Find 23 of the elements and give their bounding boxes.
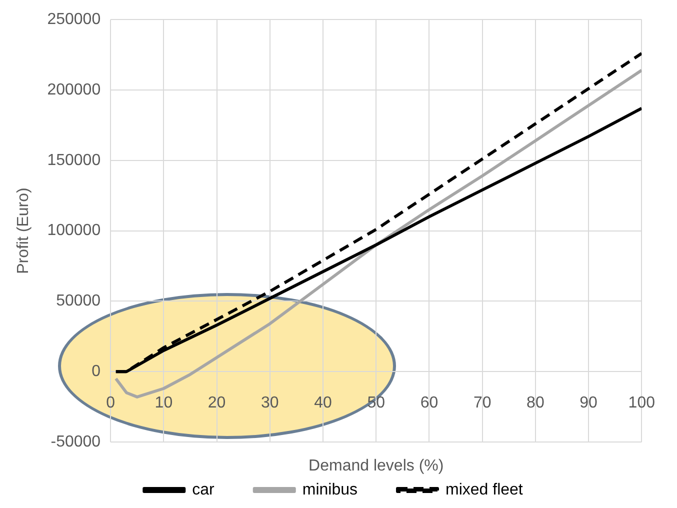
y-tick-label: 0 [92, 363, 101, 380]
x-tick-label: 60 [420, 394, 438, 412]
x-tick-label: 80 [526, 394, 544, 412]
y-tick-label: 250000 [47, 11, 101, 28]
x-tick-label: 90 [580, 394, 598, 412]
x-tick-label: 30 [261, 394, 279, 412]
y-tick-label: 200000 [47, 81, 101, 98]
y-tick-label: -50000 [50, 433, 101, 450]
legend-label: mixed fleet [445, 481, 524, 498]
x-axis-title: Demand levels (%) [308, 457, 444, 474]
legend-label: minibus [302, 481, 358, 498]
x-tick-label: 10 [154, 394, 173, 412]
x-tick-label: 100 [628, 394, 656, 412]
x-tick-label: 40 [314, 394, 332, 412]
y-tick-label: 150000 [47, 152, 101, 169]
x-tick-label: 50 [367, 394, 386, 412]
y-tick-label: 100000 [47, 222, 101, 240]
x-tick-label: 0 [106, 394, 116, 412]
y-tick-label: 50000 [56, 292, 101, 310]
y-axis-title: Profit (Euro) [15, 188, 32, 274]
legend-label: car [192, 481, 216, 498]
x-tick-label: 20 [208, 394, 226, 412]
x-tick-label: 70 [473, 394, 492, 412]
